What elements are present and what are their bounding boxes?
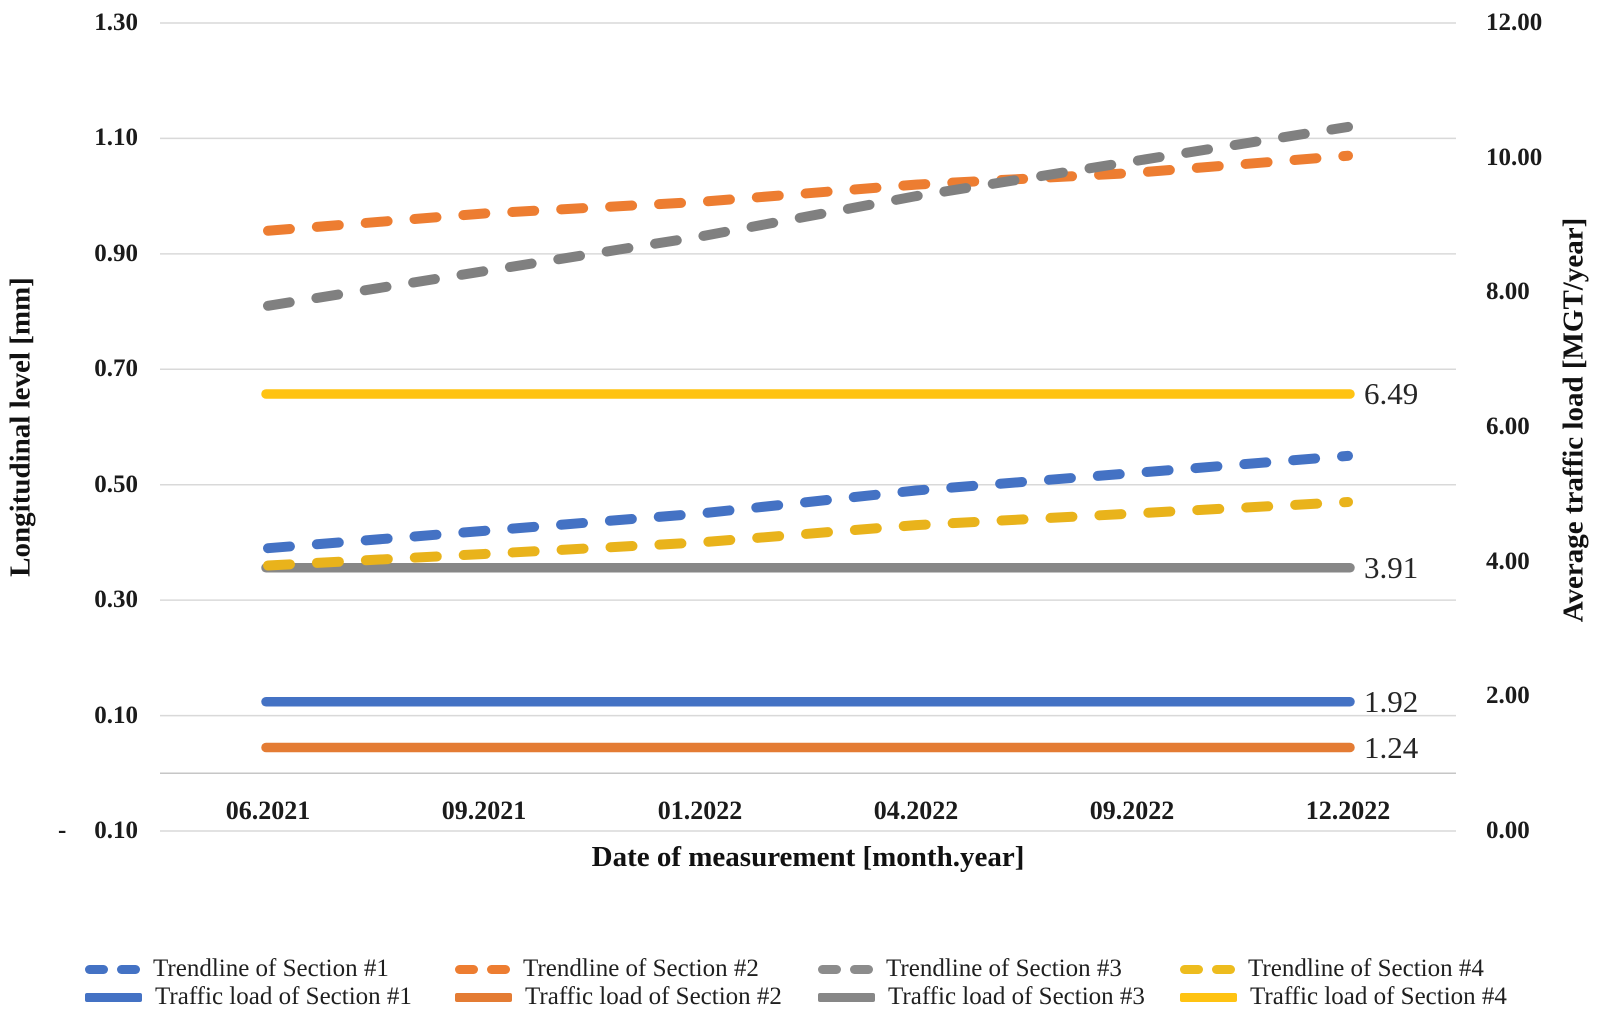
- dashed-line-swatch: [1180, 964, 1235, 974]
- legend-label: Trendline of Section #3: [886, 955, 1122, 982]
- solid-line-swatch: [818, 992, 875, 1002]
- legend-item-traffic-load-of-section-4: Traffic load of Section #4: [1180, 983, 1507, 1011]
- tick-value: 0.10: [94, 817, 138, 844]
- legend-label: Trendline of Section #2: [523, 955, 759, 982]
- y-axis-left-tick-label: -0.10: [58, 816, 138, 846]
- y-axis-right-tick-label: 0.00: [1486, 817, 1530, 844]
- legend-label: Traffic load of Section #2: [525, 983, 782, 1010]
- series-trendline-of-section-4: [263, 497, 1353, 571]
- x-axis-tick-label: 06.2021: [225, 796, 311, 825]
- legend-label: Trendline of Section #4: [1248, 955, 1484, 982]
- dashed-line-swatch: [455, 964, 510, 974]
- legend-item-trendline-of-section-2: Trendline of Section #2: [455, 955, 759, 983]
- legend-dash-segment: [117, 964, 140, 974]
- solid-line-swatch: [455, 992, 512, 1002]
- data-label-traffic-load-of-section-2: 1.24: [1364, 729, 1419, 765]
- series-trendline-of-section-3: [263, 121, 1353, 311]
- y-axis-left-tick-label: 0.50: [94, 470, 138, 498]
- x-axis-tick-label: 04.2022: [873, 796, 959, 825]
- legend-item-traffic-load-of-section-1: Traffic load of Section #1: [85, 983, 412, 1011]
- legend-item-trendline-of-section-4: Trendline of Section #4: [1180, 955, 1484, 983]
- dashed-line-swatch: [818, 964, 873, 974]
- legend-item-traffic-load-of-section-2: Traffic load of Section #2: [455, 983, 782, 1011]
- x-axis-tick-label: 12.2022: [1305, 796, 1391, 825]
- legend-solid-bar: [818, 992, 875, 1002]
- x-axis-tick-label: 09.2022: [1089, 796, 1175, 825]
- legend-item-traffic-load-of-section-3: Traffic load of Section #3: [818, 983, 1145, 1011]
- y-axis-right-tick-label: 6.00: [1486, 413, 1530, 440]
- legend-dash-segment: [85, 964, 108, 974]
- y-axis-right-tick-label: 2.00: [1486, 682, 1530, 710]
- legend-label: Traffic load of Section #3: [888, 983, 1145, 1010]
- legend-dash-segment: [487, 964, 510, 974]
- data-label-traffic-load-of-section-4: 6.49: [1364, 376, 1419, 411]
- y-axis-right-tick-label: 12.00: [1486, 9, 1543, 36]
- legend-item-trendline-of-section-3: Trendline of Section #3: [818, 955, 1122, 983]
- solid-line-swatch: [1180, 992, 1237, 1002]
- x-axis-title: Date of measurement [month.year]: [591, 841, 1025, 873]
- data-label-traffic-load-of-section-1: 1.92: [1364, 683, 1419, 719]
- x-axis-tick-label: 09.2021: [441, 796, 527, 825]
- dashed-line-swatch: [85, 964, 140, 974]
- minus-sign: -: [58, 817, 67, 844]
- legend-label: Trendline of Section #1: [153, 955, 389, 982]
- data-label-traffic-load-of-section-3: 3.91: [1364, 549, 1419, 585]
- legend-dash-segment: [850, 964, 873, 974]
- left-axis-title: Longitudinal level [mm]: [4, 277, 37, 577]
- legend-solid-bar: [85, 992, 142, 1002]
- y-axis-left-tick-label: 1.10: [94, 124, 138, 152]
- legend-solid-bar: [455, 992, 512, 1002]
- y-axis-left-tick-label: 0.70: [94, 355, 138, 383]
- legend-label: Traffic load of Section #1: [155, 983, 412, 1010]
- y-axis-left-tick-label: 0.30: [94, 586, 138, 614]
- legend-solid-bar: [1180, 992, 1237, 1002]
- series-trendline-of-section-2: [263, 150, 1353, 236]
- legend-dash-segment: [455, 964, 478, 974]
- y-axis-right-tick-label: 4.00: [1486, 547, 1530, 575]
- y-axis-left-tick-label: 0.10: [94, 701, 138, 729]
- y-axis-left-tick-label: 1.30: [94, 9, 138, 36]
- legend-dash-segment: [1212, 964, 1235, 974]
- series-trendline-of-section-1: [263, 450, 1353, 554]
- y-axis-left-tick-label: 0.90: [94, 239, 138, 267]
- legend-dash-segment: [818, 964, 841, 974]
- x-axis-tick-label: 01.2022: [657, 796, 743, 825]
- legend-item-trendline-of-section-1: Trendline of Section #1: [85, 955, 389, 983]
- solid-line-swatch: [85, 992, 142, 1002]
- legend-label: Traffic load of Section #4: [1250, 983, 1507, 1010]
- y-axis-right-tick-label: 10.00: [1486, 143, 1543, 171]
- y-axis-right-tick-label: 8.00: [1486, 278, 1530, 306]
- legend-dash-segment: [1180, 964, 1203, 974]
